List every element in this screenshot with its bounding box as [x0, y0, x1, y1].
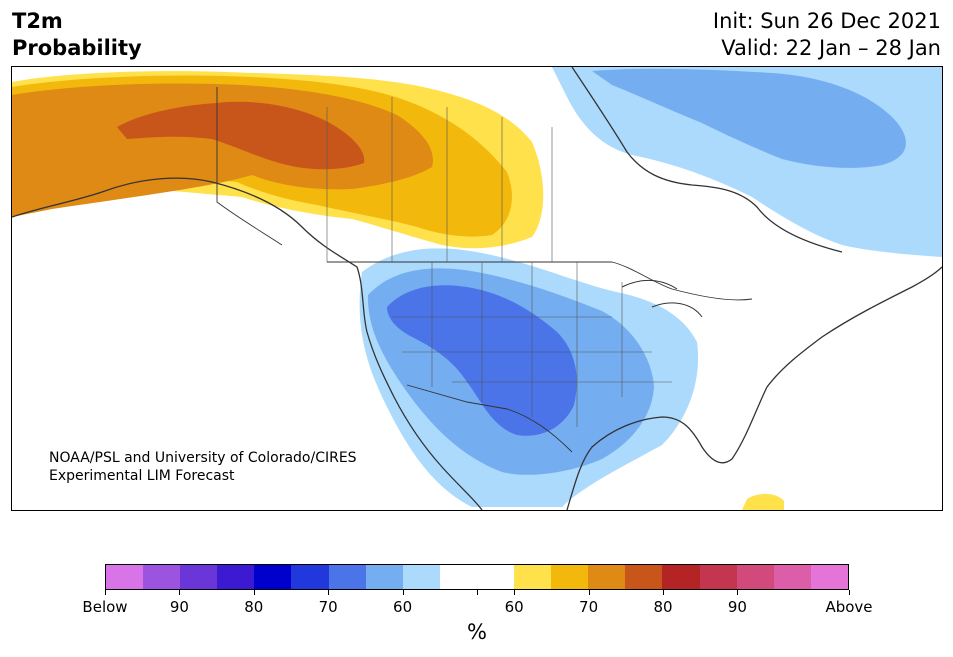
colorbar-segment	[217, 565, 255, 589]
colorbar-segment	[588, 565, 626, 589]
colorbar-tick	[514, 590, 516, 595]
colorbar-tick	[253, 590, 255, 595]
us-mexico-border	[406, 384, 573, 453]
colorbar-tick	[663, 590, 664, 595]
colorbar-label: Above	[825, 598, 873, 616]
colorbar-segment	[180, 565, 218, 589]
title-line-1: T2m	[12, 9, 63, 33]
credit-text: NOAA/PSL and University of Colorado/CIRE…	[49, 449, 357, 485]
coastline-arctic	[571, 67, 843, 253]
init-date: Init: Sun 26 Dec 2021	[712, 9, 941, 33]
warm-90-region	[117, 101, 365, 170]
colorbar-tick	[737, 590, 739, 595]
map-canvas	[12, 67, 942, 510]
colorbar-tick	[588, 590, 590, 595]
colorbar-label: 60	[504, 598, 524, 616]
warm-80-region	[12, 83, 433, 217]
map-title: T2m Probability	[12, 8, 142, 62]
great-lakes	[621, 280, 703, 318]
colorbar-tick	[105, 590, 106, 595]
colorbar-label: 80	[244, 598, 264, 616]
colorbar-center-tick	[477, 590, 478, 595]
colorbar-segment	[625, 565, 663, 589]
colorbar-tick	[402, 590, 404, 595]
colorbar-segment	[254, 565, 292, 589]
warm-caribbean-region	[742, 493, 784, 510]
alaska-border	[216, 87, 283, 246]
colorbar-segment	[365, 565, 403, 589]
title-line-2: Probability	[12, 36, 142, 60]
colorbar-tick	[328, 590, 330, 595]
forecast-map	[11, 66, 943, 511]
colorbar-segment	[551, 565, 589, 589]
credit-line-2: Experimental LIM Forecast	[49, 468, 235, 484]
colorbar-segment	[736, 565, 774, 589]
colorbar	[105, 564, 849, 590]
province-borders	[326, 97, 553, 262]
colorbar-label: 70	[318, 598, 338, 616]
colorbar-segment	[402, 565, 440, 589]
colorbar-tick	[849, 590, 850, 595]
colorbar-label: 90	[727, 598, 747, 616]
colorbar-segment	[773, 565, 811, 589]
coastline-gulf	[566, 266, 942, 510]
colorbar-segment	[514, 565, 552, 589]
colorbar-segment	[439, 565, 477, 589]
colorbar-segment	[662, 565, 700, 589]
colorbar-label: 60	[393, 598, 413, 616]
colorbar-segment	[810, 565, 848, 589]
valid-date: Valid: 22 Jan – 28 Jan	[721, 36, 941, 60]
colorbar-label: 70	[579, 598, 599, 616]
credit-line-1: NOAA/PSL and University of Colorado/CIRE…	[49, 450, 357, 466]
colorbar-unit: %	[467, 620, 487, 644]
colorbar-label: Below	[82, 598, 128, 616]
colorbar-label: 80	[653, 598, 673, 616]
colorbar-segment	[291, 565, 329, 589]
state-borders	[392, 262, 672, 427]
forecast-dates: Init: Sun 26 Dec 2021 Valid: 22 Jan – 28…	[713, 8, 941, 62]
colorbar-segment	[106, 565, 144, 589]
colorbar-tick	[179, 590, 181, 595]
colorbar-segment	[699, 565, 737, 589]
cold-70-ne-region	[592, 68, 906, 168]
colorbar-segment	[476, 565, 515, 589]
colorbar-label: 90	[169, 598, 189, 616]
colorbar-segment	[143, 565, 181, 589]
colorbar-segment	[328, 565, 366, 589]
us-canada-border	[327, 261, 753, 301]
